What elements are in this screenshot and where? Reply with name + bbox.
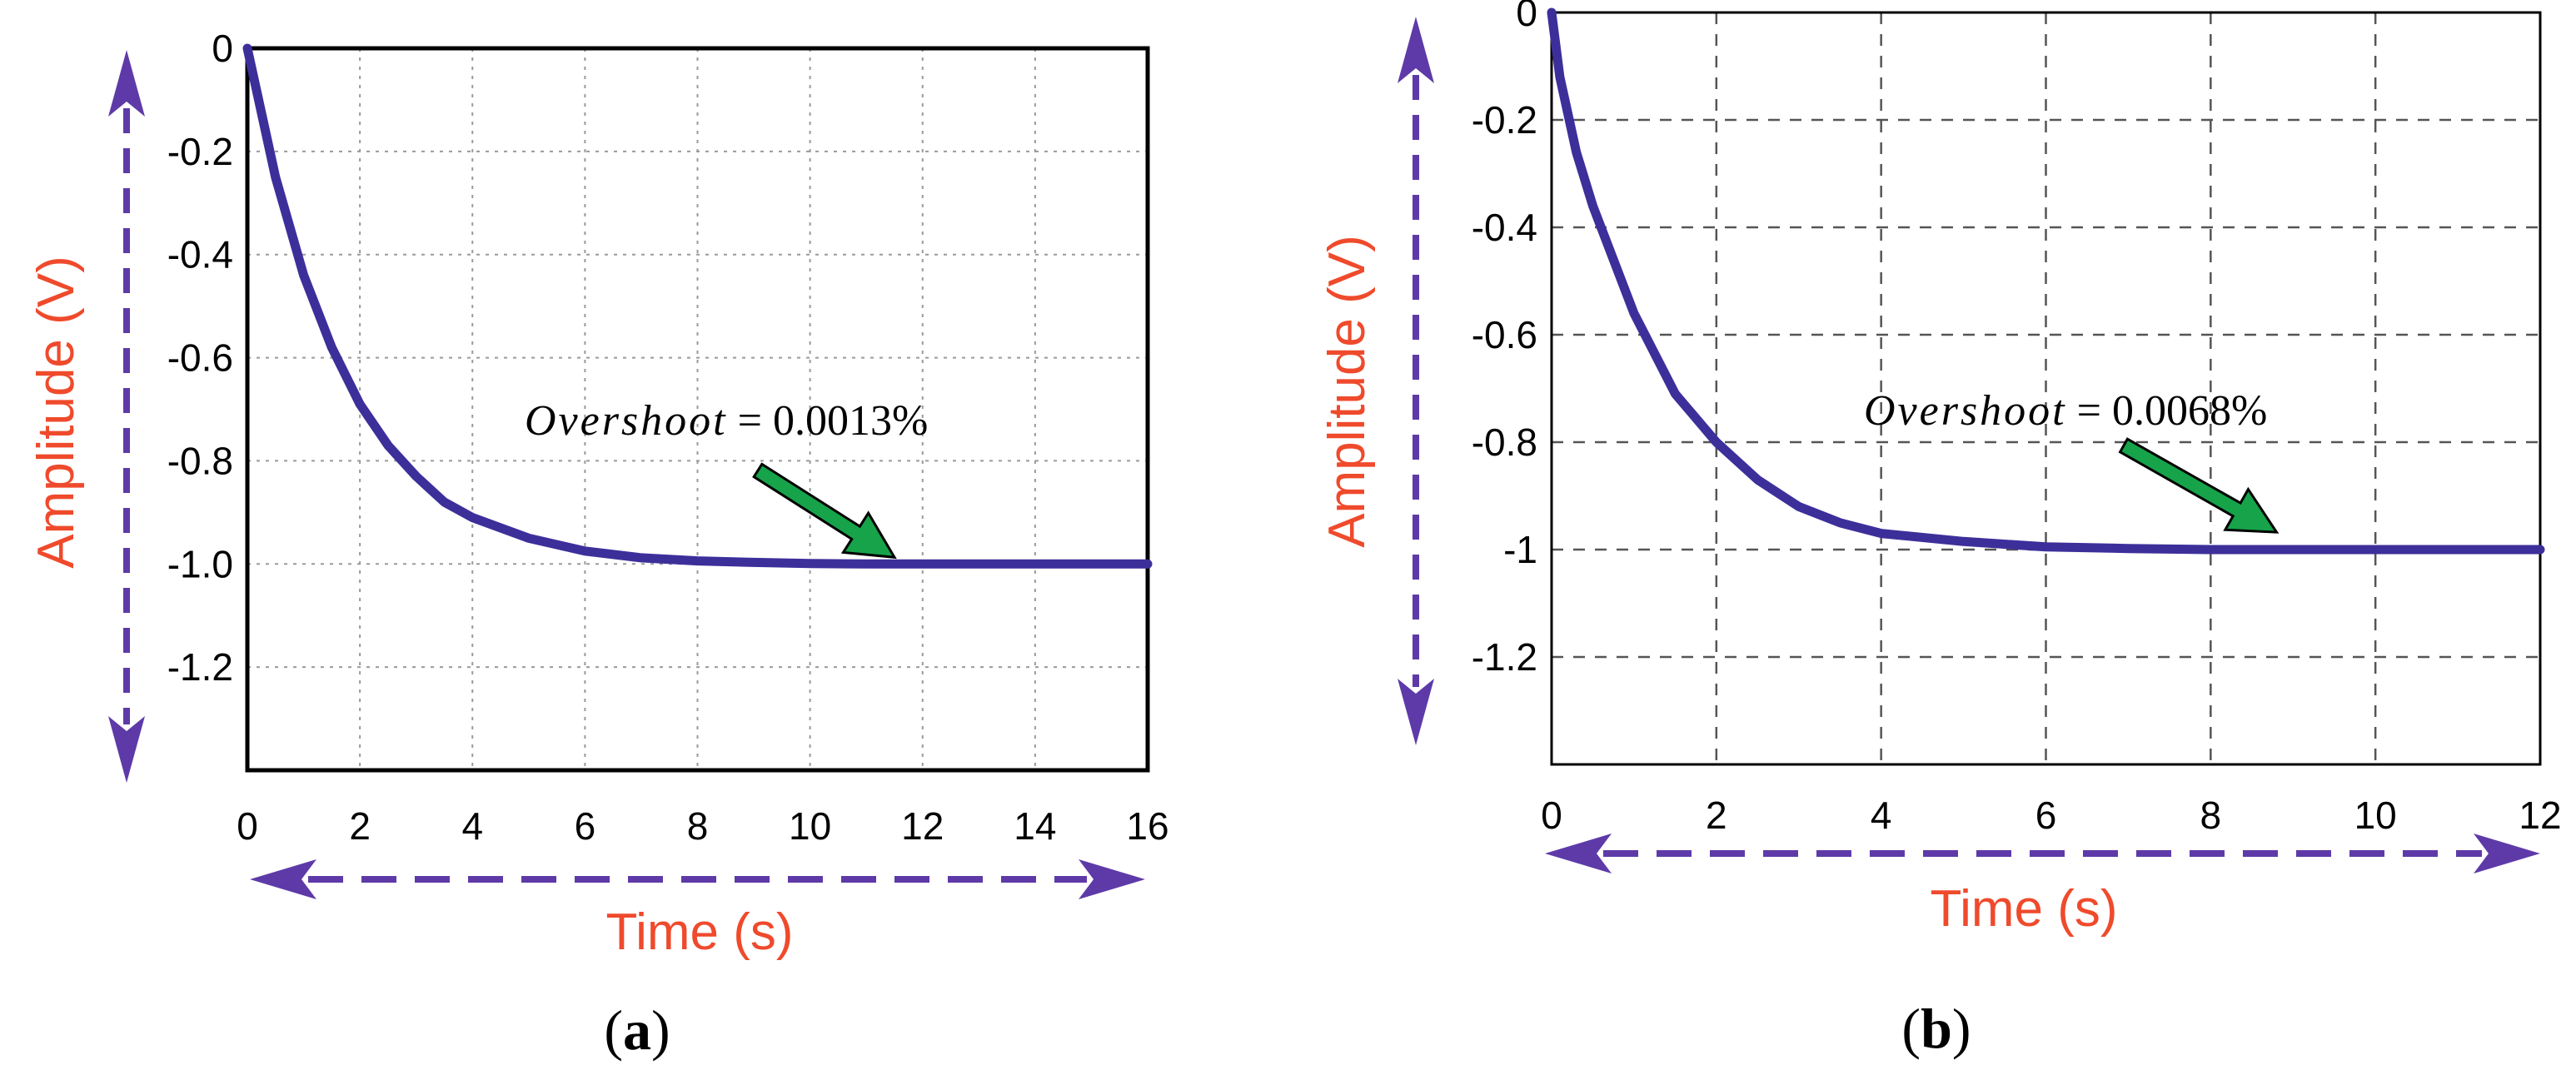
y-tick-label: -0.2 [167, 130, 233, 173]
x-tick-label: 0 [237, 804, 258, 848]
y-tick-label: -1.2 [1472, 635, 1537, 679]
x-axis-arrow-right-head [1079, 859, 1145, 899]
x-tick-label: 14 [1014, 804, 1056, 848]
y-tick-label: 0 [212, 27, 233, 70]
panel-label: (b) [1901, 997, 1971, 1060]
x-tick-label: 10 [2354, 794, 2397, 837]
y-axis-arrow-up-head [1398, 17, 1434, 83]
y-tick-label: -0.8 [167, 439, 233, 482]
x-tick-label: 16 [1126, 804, 1168, 848]
y-tick-label: -1.0 [167, 542, 233, 585]
overshoot-label: Overshoot [525, 397, 728, 445]
overshoot-annotation: Overshoot = 0.0013% [525, 397, 928, 445]
x-tick-label: 10 [789, 804, 831, 848]
x-tick-label: 4 [1871, 794, 1892, 837]
overshoot-annotation: Overshoot = 0.0068% [1864, 387, 2267, 435]
annotation-arrow [752, 462, 897, 560]
x-tick-label: 8 [2200, 794, 2222, 837]
y-axis-arrow-up-head [108, 50, 145, 117]
x-tick-label: 4 [461, 804, 483, 848]
x-tick-label: 12 [901, 804, 944, 848]
y-tick-label: -0.8 [1472, 421, 1537, 464]
y-axis-arrow-down-head [108, 716, 145, 783]
chart-panel-b: 0 -0.2 -0.4 -0.6 -0.8 -1 -1.2 0 2 4 6 8 10 12 Time (s)… [1318, 0, 2562, 1060]
panel-label: (a) [604, 998, 670, 1062]
y-tick-label: -0.6 [167, 336, 233, 380]
x-tick-label: 2 [349, 804, 371, 848]
x-axis-title: Time (s) [1931, 880, 2118, 938]
x-tick-label: 12 [2519, 794, 2561, 837]
overshoot-label: Overshoot [1864, 387, 2067, 435]
y-tick-label: -1 [1503, 528, 1537, 571]
x-tick-label: 6 [2035, 794, 2057, 837]
x-axis-arrow-left-head [1545, 834, 1612, 873]
y-axis-arrow-down-head [1398, 679, 1434, 745]
x-tick-label: 6 [575, 804, 596, 848]
x-axis-arrow-right-head [2474, 834, 2540, 873]
y-tick-label: -0.2 [1472, 98, 1537, 142]
x-tick-label: 0 [1541, 794, 1562, 837]
x-tick-label: 8 [687, 804, 709, 848]
series-line [242, 43, 1153, 569]
overshoot-value: = 0.0013% [738, 397, 929, 445]
y-tick-label: -0.4 [167, 233, 233, 276]
y-tick-label: 0 [1516, 0, 1537, 34]
plot-frame [245, 46, 1150, 773]
series-line [1547, 7, 2545, 555]
x-axis-arrow-left-head [250, 859, 316, 899]
y-axis-title: Amplitude (V) [1318, 235, 1376, 548]
x-tick-label: 2 [1706, 794, 1727, 837]
plot-frame [1550, 11, 2542, 766]
annotation-arrow [2118, 437, 2280, 534]
chart-panel-a: 0 -0.2 -0.4 -0.6 -0.8 -1.0 -1.2 0 2 4 6 8 10 12 14 16 Ti… [27, 27, 1169, 1062]
y-tick-label: -0.4 [1472, 206, 1537, 249]
overshoot-value: = 0.0068% [2077, 387, 2268, 435]
y-axis-title: Amplitude (V) [27, 256, 85, 569]
y-tick-label: -1.2 [167, 645, 233, 689]
x-axis-title: Time (s) [606, 903, 794, 961]
y-tick-label: -0.6 [1472, 313, 1537, 356]
